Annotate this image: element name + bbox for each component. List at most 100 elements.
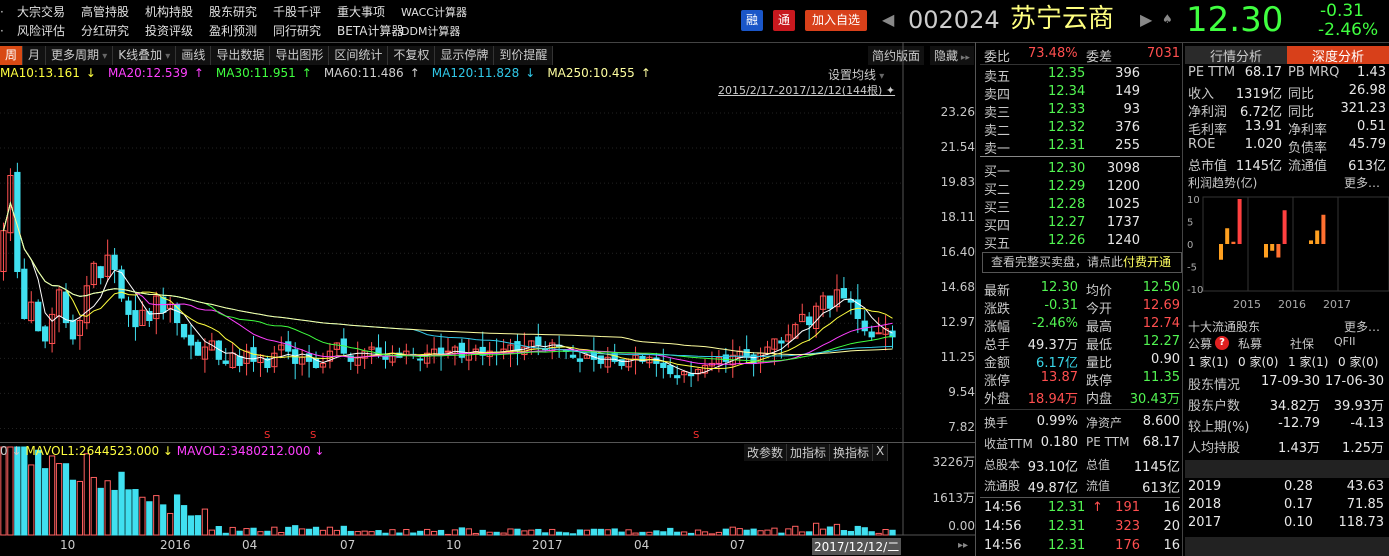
menu-item[interactable]: DDM计算器: [401, 24, 461, 38]
tick-row: 14:56 12.31 323 20: [984, 519, 1180, 537]
holder-stat-row: 股东情况 17-09-30 17-06-30: [1188, 374, 1386, 393]
volume-bar: [285, 526, 292, 536]
bid-row: 买三 12.28 1025: [984, 197, 1180, 216]
candle-body: [333, 342, 341, 350]
price-change-pct: -2.46%: [1318, 20, 1379, 40]
cell: 卖五: [984, 70, 1011, 85]
event-marker-icon[interactable]: S: [693, 430, 699, 441]
indicator-button[interactable]: X: [873, 444, 889, 461]
toolbar-item[interactable]: 显示停牌: [435, 46, 495, 65]
help-icon[interactable]: ?: [1215, 336, 1229, 350]
menu-item[interactable]: 同行研究: [273, 24, 322, 38]
volume-bar: [819, 528, 827, 536]
toolbar-item[interactable]: 导出数据: [211, 46, 271, 65]
candle-body: [111, 254, 118, 270]
volume-bar: [173, 494, 181, 536]
menu-item[interactable]: 机构持股: [145, 5, 194, 19]
volume-bar: [555, 531, 563, 536]
upgrade-orderbook-button[interactable]: 查看完整买卖盘，请点此付费开通: [982, 252, 1182, 273]
cell: 16: [1163, 500, 1180, 515]
cell: 12.28: [1048, 197, 1086, 212]
menu-item[interactable]: 重大事项: [337, 5, 386, 19]
cell: 1025: [1106, 197, 1140, 212]
candle-body: [590, 350, 597, 360]
volume-bar: [271, 526, 278, 536]
menu-item[interactable]: 风险评估: [17, 24, 66, 38]
set-ma-dropdown[interactable]: 设置均线 ▾: [828, 66, 884, 83]
cell: 0.180: [1040, 435, 1078, 450]
toolbar-item[interactable]: 导出图形: [270, 46, 330, 65]
menu-item[interactable]: 大宗交易: [17, 5, 66, 19]
toolbar-item[interactable]: 区间统计: [329, 46, 389, 65]
y-tick: 0: [1187, 240, 1193, 251]
menu-item[interactable]: 盈利预测: [209, 24, 258, 38]
event-marker-icon[interactable]: S: [264, 430, 270, 441]
add-watchlist-button[interactable]: 加入自选: [805, 10, 867, 31]
cell: 149: [1115, 84, 1140, 99]
cell: PE TTM: [1086, 435, 1130, 449]
menu-overflow-icon[interactable]: ·: [0, 4, 4, 19]
cell: 613亿: [1348, 159, 1386, 174]
candle-body: [819, 295, 827, 310]
menu-item[interactable]: 千股千评: [273, 5, 322, 19]
toolbar-item[interactable]: 更多周期: [46, 46, 114, 65]
cell: 14:56: [984, 519, 1022, 534]
mavol2-label: MAVOL2:3480212.000: [176, 444, 311, 458]
toolbar-item[interactable]: 不复权: [388, 46, 436, 65]
cell: 买一: [984, 165, 1011, 180]
volume-bar: [632, 532, 639, 536]
menu-item[interactable]: BETA计算器: [337, 24, 404, 38]
volume-bar: [792, 525, 799, 536]
toolbar-item[interactable]: 月: [23, 46, 47, 65]
indicator-button[interactable]: 换指标: [830, 444, 874, 461]
indicator-button[interactable]: 加指标: [787, 444, 831, 461]
profit-bar: [1270, 244, 1275, 251]
toolbar-item[interactable]: 画线: [176, 46, 212, 65]
menu-item[interactable]: 投资评级: [145, 24, 194, 38]
ask-row: 卖一 12.31 255: [984, 138, 1180, 157]
volume-bar: [194, 515, 202, 536]
tab-market-analysis[interactable]: 行情分析: [1185, 46, 1287, 65]
menu-item[interactable]: 高管持股: [81, 5, 130, 19]
cell: 跌停: [1086, 374, 1113, 389]
stock-connect-badge[interactable]: 通: [773, 10, 795, 31]
date-axis-label: 2017: [532, 538, 563, 552]
menu-overflow-icon[interactable]: ·: [0, 23, 4, 38]
scroll-right-icon[interactable]: ▸▸: [958, 540, 969, 551]
menu-item[interactable]: 分红研究: [81, 24, 130, 38]
upgrade-link[interactable]: 付费开通: [1123, 255, 1172, 269]
cell: 均价: [1086, 284, 1113, 299]
indicator-button[interactable]: 改参数: [744, 444, 788, 461]
y-tick: -10: [1187, 285, 1203, 296]
prev-stock-icon[interactable]: ◀: [882, 10, 895, 29]
menu-item[interactable]: WACC计算器: [401, 5, 467, 19]
candle-body: [264, 358, 271, 369]
candle-body: [868, 331, 875, 338]
event-marker-icon[interactable]: S: [310, 430, 316, 441]
cell: 18.94万: [1027, 392, 1078, 407]
simple-layout-button[interactable]: 简约版面: [868, 46, 925, 65]
hide-panel-button[interactable]: 隐藏 ▸▸: [930, 46, 974, 65]
tab-deep-analysis[interactable]: 深度分析: [1287, 46, 1389, 65]
date-range[interactable]: 2015/2/17-2017/12/12(144根) ✦: [718, 84, 895, 97]
candle-body: [347, 355, 354, 362]
toolbar-item[interactable]: K线叠加: [113, 46, 177, 65]
cell: 股东户数: [1188, 399, 1241, 414]
toolbar-item[interactable]: 到价提醒: [494, 46, 554, 65]
up-arrow-icon: ↑: [1092, 500, 1103, 515]
price-change: -0.31: [1320, 1, 1364, 21]
alert-bell-icon[interactable]: ♠: [1162, 12, 1173, 26]
cell: 1200: [1106, 179, 1140, 194]
volume-bar: [417, 530, 424, 536]
menu-item[interactable]: 股东研究: [209, 5, 258, 19]
next-stock-icon[interactable]: ▶: [1140, 10, 1153, 29]
more-link[interactable]: 更多…: [1343, 320, 1380, 334]
toolbar-item[interactable]: 周: [0, 46, 24, 65]
margin-trading-badge[interactable]: 融: [741, 10, 763, 31]
volume-bar: [875, 532, 882, 536]
candle-body: [681, 371, 688, 376]
volume-bar: [861, 527, 868, 536]
cell: 同比: [1288, 87, 1315, 102]
more-link[interactable]: 更多…: [1343, 176, 1380, 190]
